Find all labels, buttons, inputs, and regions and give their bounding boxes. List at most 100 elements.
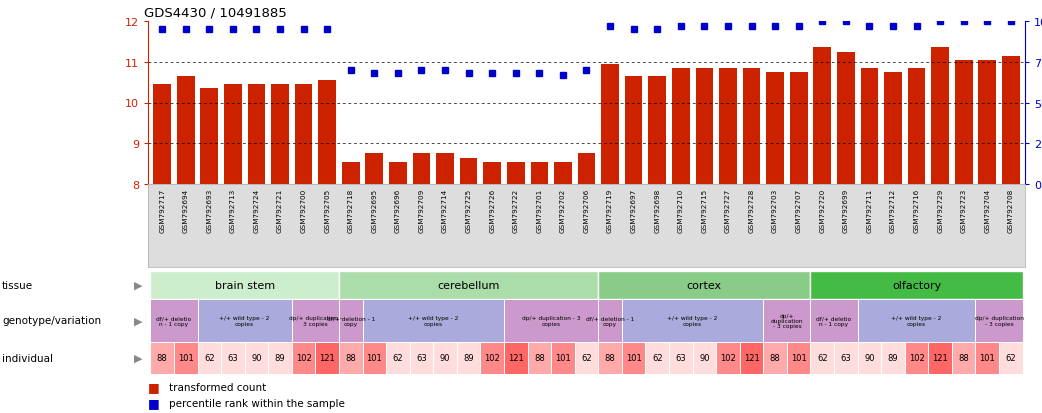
Text: GSM792696: GSM792696 xyxy=(395,189,401,233)
Text: cortex: cortex xyxy=(687,280,722,290)
Bar xyxy=(150,299,198,342)
Text: 88: 88 xyxy=(604,354,616,363)
Text: GSM792699: GSM792699 xyxy=(843,189,849,233)
Bar xyxy=(268,342,292,374)
Bar xyxy=(932,48,949,185)
Bar xyxy=(527,342,551,374)
Bar xyxy=(575,342,598,374)
Text: GDS4430 / 10491885: GDS4430 / 10491885 xyxy=(144,7,287,19)
Bar xyxy=(834,342,858,374)
Bar xyxy=(904,342,928,374)
Text: df/+ deletion - 1
copy: df/+ deletion - 1 copy xyxy=(586,316,635,326)
Bar xyxy=(669,342,693,374)
Text: olfactory: olfactory xyxy=(892,280,941,290)
Text: 89: 89 xyxy=(275,354,286,363)
Bar xyxy=(978,61,996,185)
Text: 102: 102 xyxy=(485,354,500,363)
Bar xyxy=(437,154,454,185)
Text: GSM792708: GSM792708 xyxy=(1008,189,1014,233)
Text: df/+ deletio
n - 1 copy: df/+ deletio n - 1 copy xyxy=(156,316,192,326)
Bar xyxy=(177,77,195,185)
Text: 101: 101 xyxy=(626,354,642,363)
Text: dp/+ duplication - 3
copies: dp/+ duplication - 3 copies xyxy=(522,316,580,326)
Bar xyxy=(366,154,383,185)
Text: 63: 63 xyxy=(675,354,687,363)
Bar xyxy=(645,342,669,374)
Text: ▶: ▶ xyxy=(134,316,143,326)
Text: GSM792693: GSM792693 xyxy=(206,189,213,233)
Text: GSM792701: GSM792701 xyxy=(537,189,542,233)
Text: 89: 89 xyxy=(464,354,474,363)
Bar xyxy=(339,271,598,299)
Bar xyxy=(598,342,622,374)
Text: GSM792698: GSM792698 xyxy=(654,189,661,233)
Text: GSM792714: GSM792714 xyxy=(442,189,448,233)
Text: ■: ■ xyxy=(148,396,159,410)
Bar xyxy=(999,342,1022,374)
Bar xyxy=(507,162,524,185)
Text: GSM792711: GSM792711 xyxy=(866,189,872,233)
Bar xyxy=(150,342,174,374)
Bar xyxy=(952,342,975,374)
Bar xyxy=(153,85,171,185)
Bar xyxy=(622,342,645,374)
Bar xyxy=(814,48,832,185)
Bar xyxy=(928,342,952,374)
Bar xyxy=(625,77,643,185)
Text: +/+ wild type - 2
copies: +/+ wild type - 2 copies xyxy=(668,316,718,326)
Text: 88: 88 xyxy=(345,354,356,363)
Text: individual: individual xyxy=(2,353,53,363)
Bar xyxy=(743,69,761,185)
Bar xyxy=(975,342,999,374)
Text: GSM792702: GSM792702 xyxy=(560,189,566,233)
Bar xyxy=(861,69,878,185)
Bar xyxy=(693,342,716,374)
Bar xyxy=(200,89,218,185)
Text: GSM792704: GSM792704 xyxy=(985,189,990,233)
Text: transformed count: transformed count xyxy=(169,382,266,392)
Bar xyxy=(248,85,266,185)
Text: GSM792697: GSM792697 xyxy=(630,189,637,233)
Text: 62: 62 xyxy=(393,354,403,363)
Text: ▶: ▶ xyxy=(134,353,143,363)
Text: df/+ deletion - 1
copy: df/+ deletion - 1 copy xyxy=(326,316,375,326)
Bar xyxy=(858,342,882,374)
Text: brain stem: brain stem xyxy=(215,280,275,290)
Text: dp/+ duplication
- 3 copies: dp/+ duplication - 3 copies xyxy=(974,316,1023,326)
Bar xyxy=(339,299,363,342)
Text: 62: 62 xyxy=(581,354,592,363)
Text: 88: 88 xyxy=(534,354,545,363)
Text: 62: 62 xyxy=(817,354,827,363)
Text: GSM792703: GSM792703 xyxy=(772,189,778,233)
Bar xyxy=(882,342,904,374)
Bar xyxy=(975,299,1022,342)
Bar xyxy=(198,342,221,374)
Bar xyxy=(885,73,901,185)
Text: GSM792727: GSM792727 xyxy=(725,189,730,233)
Bar xyxy=(174,342,198,374)
Text: 101: 101 xyxy=(979,354,995,363)
Text: 121: 121 xyxy=(319,354,336,363)
Text: GSM792694: GSM792694 xyxy=(182,189,189,233)
Bar xyxy=(598,299,622,342)
Text: GSM792695: GSM792695 xyxy=(371,189,377,233)
Text: df/+ deletio
n - 1 copy: df/+ deletio n - 1 copy xyxy=(817,316,851,326)
Text: 62: 62 xyxy=(204,354,215,363)
Text: GSM792715: GSM792715 xyxy=(701,189,708,233)
Bar xyxy=(858,299,975,342)
Bar xyxy=(598,271,811,299)
Bar xyxy=(811,342,834,374)
Bar xyxy=(480,342,504,374)
Bar xyxy=(295,85,313,185)
Text: GSM792724: GSM792724 xyxy=(253,189,259,233)
Bar xyxy=(648,77,666,185)
Bar xyxy=(530,162,548,185)
Text: GSM792705: GSM792705 xyxy=(324,189,330,233)
Text: 121: 121 xyxy=(744,354,760,363)
Text: GSM792707: GSM792707 xyxy=(796,189,801,233)
Text: 62: 62 xyxy=(652,354,663,363)
Text: GSM792725: GSM792725 xyxy=(466,189,472,233)
Text: GSM792729: GSM792729 xyxy=(937,189,943,233)
Bar xyxy=(292,299,339,342)
Bar xyxy=(764,342,787,374)
